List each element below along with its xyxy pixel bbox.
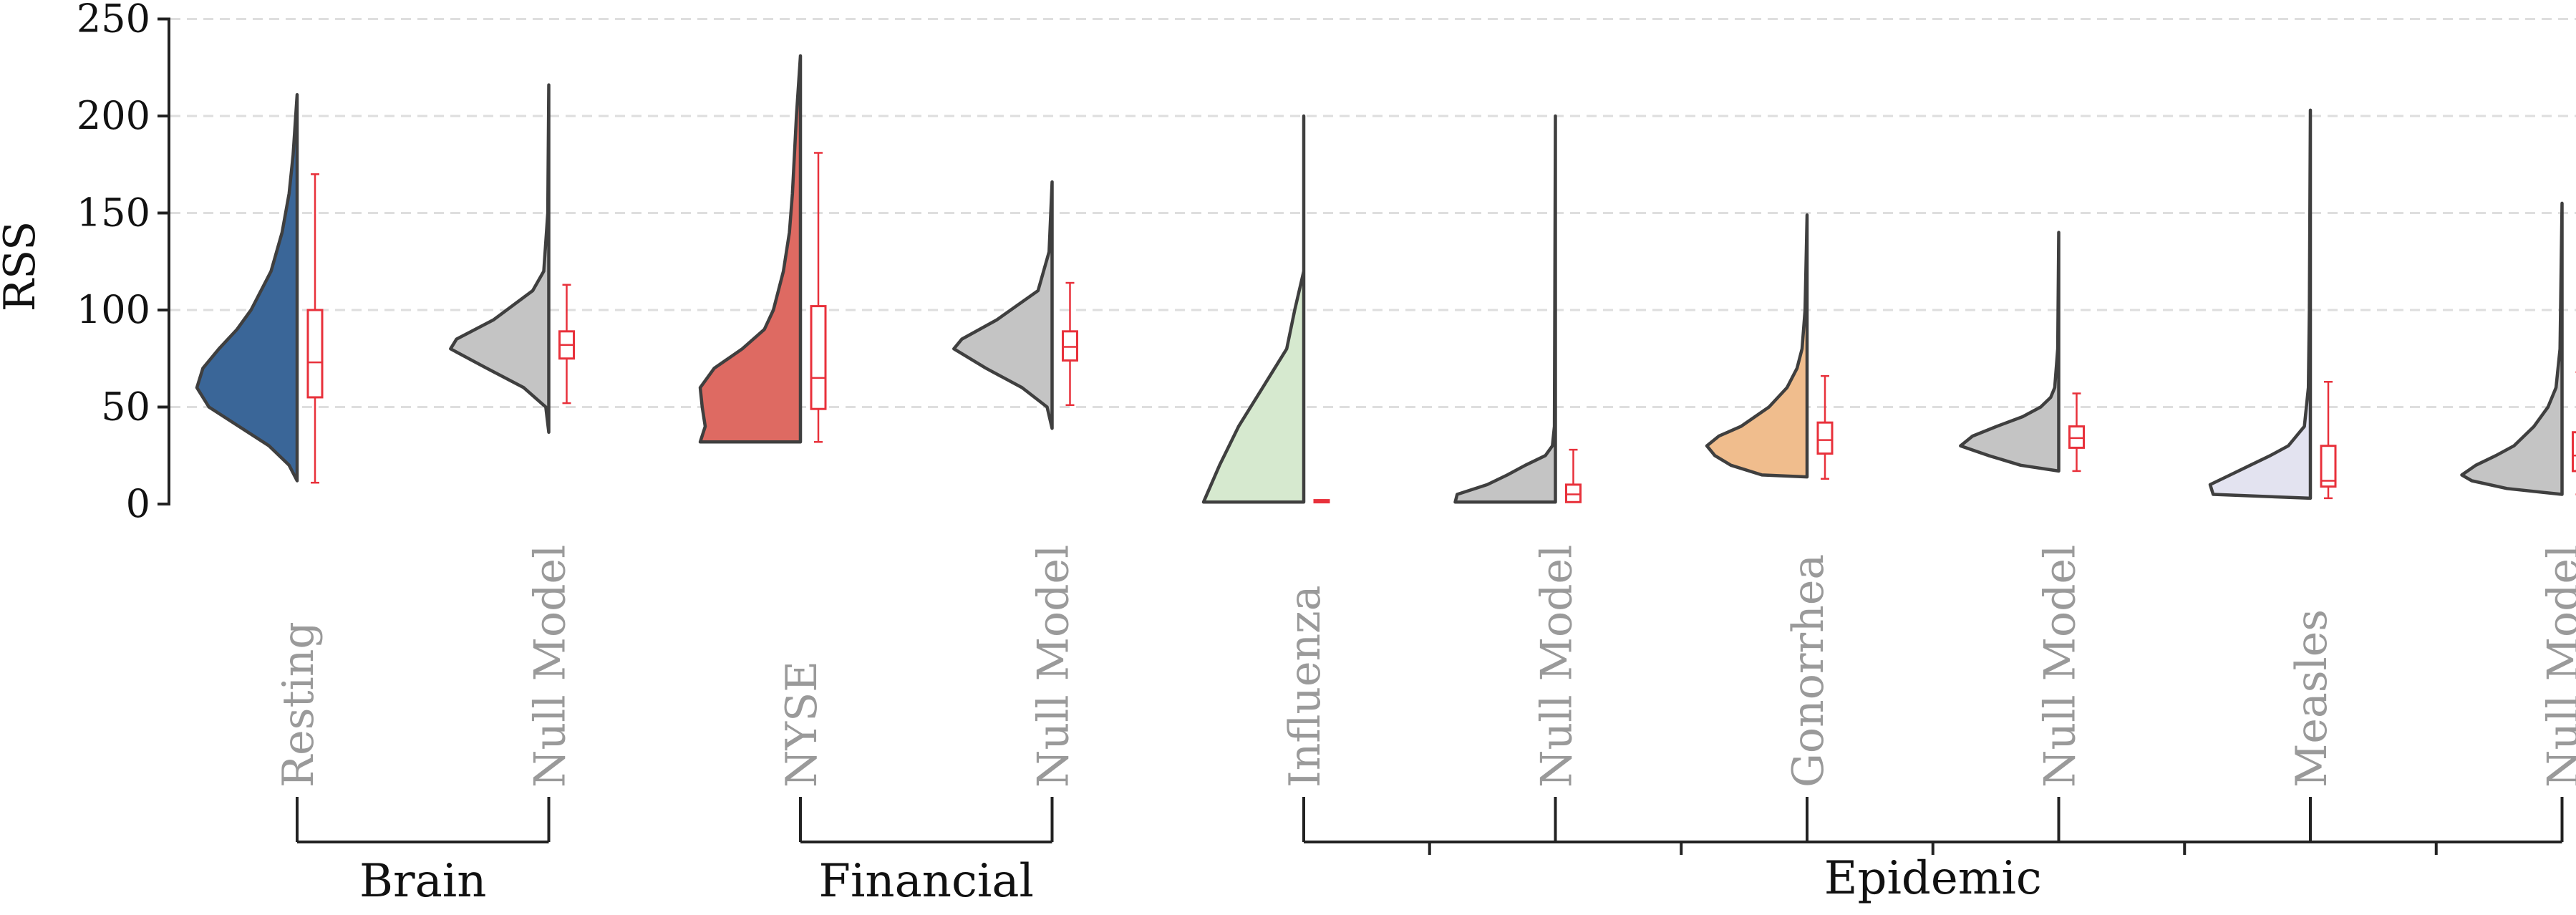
category-label: Null Model xyxy=(526,545,576,788)
box-iqr xyxy=(1816,421,1834,455)
violin-null-model xyxy=(1453,114,1557,504)
group-bracket: Financial xyxy=(799,797,1054,908)
category-label: Influenza xyxy=(1280,585,1330,788)
category-label: Null Model xyxy=(1029,545,1079,788)
box-plot xyxy=(558,284,575,405)
group-brackets: Brain Financial Epidemic xyxy=(296,797,2564,908)
violin-measles xyxy=(2208,108,2313,500)
box-iqr xyxy=(1062,330,1078,362)
y-tick-label: 200 xyxy=(77,93,150,138)
violin-null-model xyxy=(952,180,1054,430)
box-iqr xyxy=(2572,431,2576,473)
group-label: Epidemic xyxy=(1824,852,2042,905)
group-label: Financial xyxy=(819,855,1034,908)
y-tick-label: 0 xyxy=(126,481,150,526)
y-axis: 0 50 100 150 200 250 xyxy=(77,0,170,526)
category-label: NYSE xyxy=(777,661,827,788)
violin-null-model xyxy=(449,83,551,434)
category-label: Resting xyxy=(273,621,324,788)
box-plot xyxy=(2572,371,2576,495)
box-iqr xyxy=(1565,483,1582,503)
category-label: Null Model xyxy=(2035,545,2086,788)
gridlines xyxy=(170,18,2576,408)
y-tick-label: 250 xyxy=(77,0,150,42)
y-axis-title: RSS xyxy=(0,221,45,311)
violin-resting xyxy=(195,92,299,483)
category-labels: Resting Null Model NYSE Null Model Influenza… xyxy=(273,545,2576,788)
box-plot xyxy=(1816,374,1834,480)
category-label: Measles xyxy=(2287,609,2337,788)
box-plot xyxy=(810,152,827,443)
box-plots xyxy=(306,152,2576,504)
violin-null-model xyxy=(2460,201,2564,496)
box-iqr xyxy=(2068,425,2085,449)
category-label: Gonorrhea xyxy=(1783,554,1834,788)
box-plot xyxy=(2068,392,2085,473)
y-tick-label: 50 xyxy=(101,384,150,430)
box-plot xyxy=(1062,281,1078,407)
y-tick-label: 150 xyxy=(77,190,150,236)
category-label: Null Model xyxy=(1532,545,1582,788)
box-plot xyxy=(2320,381,2337,500)
violin-plots xyxy=(195,54,2564,504)
box-iqr xyxy=(306,309,324,399)
group-bracket: Brain xyxy=(296,797,551,908)
box-plot xyxy=(306,173,324,484)
violin-gonorrhea xyxy=(1705,213,1809,479)
violin-influenza xyxy=(1201,114,1306,504)
y-tick-label: 100 xyxy=(77,287,150,332)
box-plot xyxy=(1313,499,1330,504)
category-label: Null Model xyxy=(2539,545,2576,788)
group-bracket: Epidemic xyxy=(1302,797,2564,905)
box-iqr xyxy=(2320,445,2337,488)
violin-null-model xyxy=(1959,231,2061,473)
violin-nyse xyxy=(698,54,803,444)
group-label: Brain xyxy=(359,855,486,908)
box-iqr xyxy=(810,305,827,410)
box-plot xyxy=(1565,448,1582,503)
